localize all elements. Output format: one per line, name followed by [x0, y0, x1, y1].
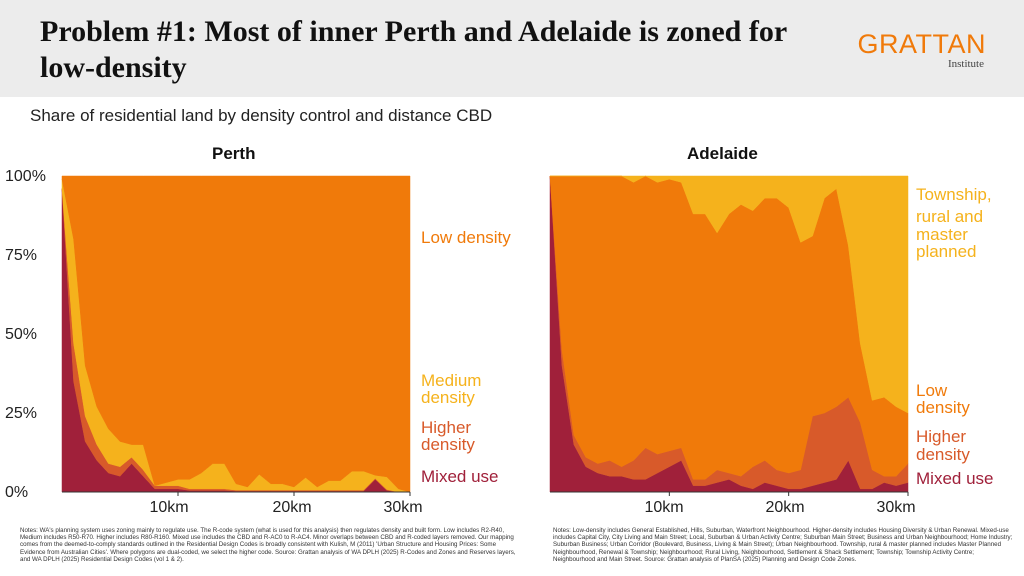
perth-label-mixed-use: Mixed use — [421, 467, 498, 486]
perth-x-tick-30km: 30km — [383, 499, 422, 516]
adelaide-area-township-rural-and-master-planned — [550, 175, 909, 414]
page-title: Problem #1: Most of inner Perth and Adel… — [40, 15, 787, 84]
adelaide-label-low-line2: density — [916, 398, 970, 417]
perth-area-mixed-use — [61, 188, 410, 493]
perth-label-higher-line2: density — [421, 435, 475, 454]
grattan-logo: GRATTAN Institute — [858, 30, 987, 70]
y-tick-label-0: 0% — [5, 484, 28, 501]
perth-label-medium-line1: Medium — [421, 371, 481, 390]
adelaide-area-mixed-use — [549, 175, 909, 493]
chart-subtitle: Share of residential land by density con… — [30, 106, 493, 125]
y-tick-label-75: 75% — [5, 247, 37, 264]
perth-notes: Notes: WA's planning system uses zoning … — [20, 527, 516, 563]
perth-label-low-density: Low density — [421, 228, 511, 247]
adelaide-notes: Notes: Low-density includes General Esta… — [553, 527, 1013, 563]
perth-area-low-density — [61, 175, 411, 493]
adelaide-label-township-line1: Township, — [916, 185, 992, 204]
perth-label-medium-line2: density — [421, 388, 475, 407]
adelaide-area-higher-density — [549, 175, 909, 490]
adelaide-chart — [549, 175, 909, 496]
logo-subtext: Institute — [947, 58, 984, 70]
adelaide-x-tick-20km: 20km — [765, 499, 804, 516]
adelaide-label-township-line4: planned — [916, 242, 977, 261]
y-tick-label-100: 100% — [5, 168, 46, 185]
adelaide-x-tick-30km: 30km — [876, 499, 915, 516]
perth-panel-title: Perth — [212, 144, 256, 163]
perth-chart — [61, 175, 411, 496]
perth-area-higher-density — [61, 188, 410, 493]
adelaide-label-township-line3: master — [916, 225, 968, 244]
adelaide-area-low-density — [549, 175, 909, 480]
perth-label-higher-line1: Higher — [421, 418, 471, 437]
adelaide-label-higher-line2: density — [916, 445, 970, 464]
header-band: Problem #1: Most of inner Perth and Adel… — [0, 0, 1024, 97]
adelaide-label-higher-line1: Higher — [916, 427, 966, 446]
perth-x-tick-20km: 20km — [272, 499, 311, 516]
adelaide-panel-title: Adelaide — [687, 144, 758, 163]
y-tick-label-25: 25% — [5, 405, 37, 422]
adelaide-x-tick-10km: 10km — [644, 499, 683, 516]
adelaide-label-mixed-use: Mixed use — [916, 469, 993, 488]
y-tick-label-50: 50% — [5, 326, 37, 343]
perth-area-medium-density — [61, 179, 411, 493]
logo-wordmark: GRATTAN — [857, 29, 986, 59]
perth-x-tick-10km: 10km — [149, 499, 188, 516]
adelaide-label-township-line2: rural and — [916, 207, 983, 226]
adelaide-label-low-line1: Low — [916, 381, 948, 400]
